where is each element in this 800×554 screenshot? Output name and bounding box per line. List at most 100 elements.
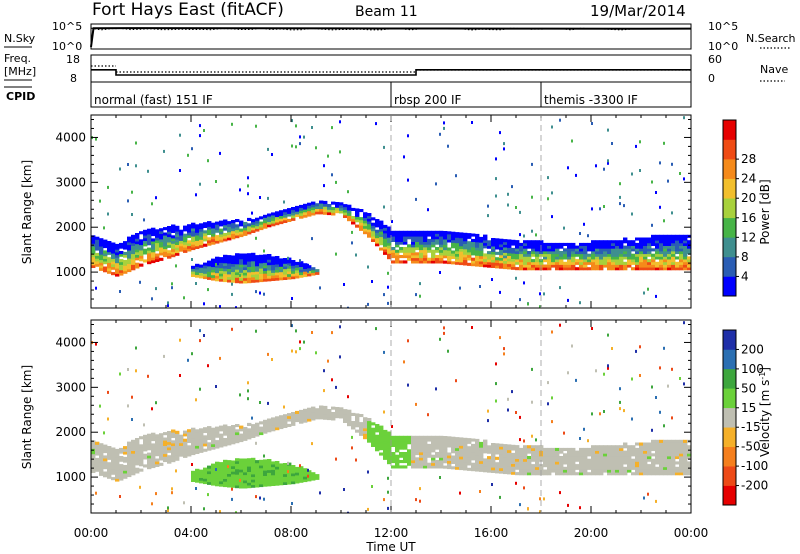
velocity-cell bbox=[675, 469, 680, 473]
velocity-cell bbox=[179, 434, 184, 438]
power-cell bbox=[167, 231, 172, 235]
velocity-cell bbox=[519, 472, 524, 476]
power-cell bbox=[323, 200, 328, 204]
power-speck bbox=[559, 118, 561, 122]
velocity-cell bbox=[395, 435, 400, 439]
power-cell bbox=[563, 267, 568, 271]
power-cell bbox=[159, 239, 164, 243]
velocity-cell bbox=[215, 472, 220, 476]
velocity-cell bbox=[111, 455, 116, 459]
velocity-cell bbox=[503, 449, 508, 453]
power-cell bbox=[287, 273, 292, 277]
velocity-cell bbox=[223, 473, 228, 477]
velocity-cell bbox=[407, 449, 412, 453]
power-cell bbox=[247, 269, 252, 273]
power-cell bbox=[247, 277, 252, 281]
power-cell bbox=[415, 255, 420, 259]
velocity-cell bbox=[603, 458, 608, 462]
velocity-cell bbox=[131, 458, 136, 462]
velocity-cell bbox=[239, 485, 244, 489]
velocity-cell bbox=[259, 470, 264, 474]
power-cell bbox=[127, 269, 132, 273]
velocity-cell bbox=[619, 445, 624, 449]
power-cell bbox=[211, 261, 216, 265]
velocity-cell bbox=[295, 416, 300, 420]
power-cell bbox=[175, 241, 180, 245]
power-speck bbox=[295, 124, 297, 128]
power-cell bbox=[375, 235, 380, 239]
power-cell bbox=[183, 247, 188, 251]
power-cell bbox=[431, 236, 436, 240]
power-cell bbox=[467, 249, 472, 253]
power-cell bbox=[159, 230, 164, 234]
velocity-cell bbox=[243, 437, 248, 441]
power-cell bbox=[327, 212, 332, 216]
power-cell bbox=[195, 237, 200, 241]
velocity-cell bbox=[267, 467, 272, 471]
power-cell bbox=[355, 216, 360, 220]
velocity-cell bbox=[495, 462, 500, 466]
power-cell bbox=[479, 255, 484, 259]
power-cell bbox=[379, 247, 384, 251]
power-cell bbox=[287, 260, 292, 264]
velocity-cell bbox=[671, 469, 676, 473]
velocity-cell bbox=[543, 461, 548, 465]
power-speck bbox=[167, 304, 169, 307]
power-cell bbox=[155, 242, 160, 246]
velocity-cell bbox=[419, 443, 424, 447]
velocity-cell bbox=[291, 467, 296, 471]
power-cell bbox=[495, 246, 500, 250]
power-speck bbox=[187, 153, 189, 157]
power-cell bbox=[303, 263, 308, 267]
velocity-speck bbox=[295, 329, 297, 333]
power-cell bbox=[479, 239, 484, 243]
power-cell bbox=[615, 242, 620, 246]
power-cell bbox=[251, 271, 256, 275]
velocity-cell bbox=[507, 460, 512, 464]
power-speck bbox=[291, 144, 293, 148]
power-speck bbox=[195, 282, 197, 285]
velocity-cell bbox=[167, 444, 172, 448]
velocity-cell bbox=[375, 437, 380, 441]
power-cell bbox=[391, 260, 396, 264]
velocity-cell bbox=[231, 484, 236, 488]
power-cell bbox=[635, 264, 640, 268]
power-cell bbox=[547, 242, 552, 246]
power-cell bbox=[115, 260, 120, 264]
power-cell bbox=[583, 264, 588, 268]
velocity-speck bbox=[631, 417, 633, 421]
velocity-cell bbox=[135, 438, 140, 442]
velocity-cell bbox=[279, 426, 284, 430]
power-cell bbox=[523, 253, 528, 257]
velocity-speck bbox=[107, 390, 109, 394]
power-cell bbox=[123, 262, 128, 266]
power-cell bbox=[531, 264, 536, 268]
power-speck bbox=[207, 288, 209, 292]
power-cell bbox=[511, 264, 516, 268]
velocity-cell bbox=[547, 461, 552, 465]
power-cell bbox=[391, 249, 396, 253]
power-cell bbox=[579, 267, 584, 271]
power-cell bbox=[155, 248, 160, 252]
power-cell bbox=[543, 248, 548, 252]
power-cell bbox=[623, 245, 628, 249]
velocity-cell bbox=[455, 464, 460, 468]
velocity-cell bbox=[199, 436, 204, 440]
power-cell bbox=[151, 251, 156, 255]
velocity-cell bbox=[207, 468, 212, 472]
colorbar-swatch bbox=[723, 368, 736, 389]
velocity-cell bbox=[419, 452, 424, 456]
power-speck bbox=[323, 164, 325, 168]
power-cell bbox=[147, 253, 152, 257]
velocity-cell bbox=[207, 476, 212, 480]
power-cell bbox=[135, 241, 140, 245]
velocity-cell bbox=[267, 418, 272, 422]
power-speck bbox=[307, 263, 309, 267]
velocity-cell bbox=[591, 453, 596, 457]
power-cell bbox=[643, 251, 648, 255]
power-cell bbox=[443, 241, 448, 245]
power-cell bbox=[515, 259, 520, 263]
power-cell bbox=[91, 264, 96, 268]
power-cell bbox=[147, 250, 152, 254]
power-cell bbox=[219, 228, 224, 232]
